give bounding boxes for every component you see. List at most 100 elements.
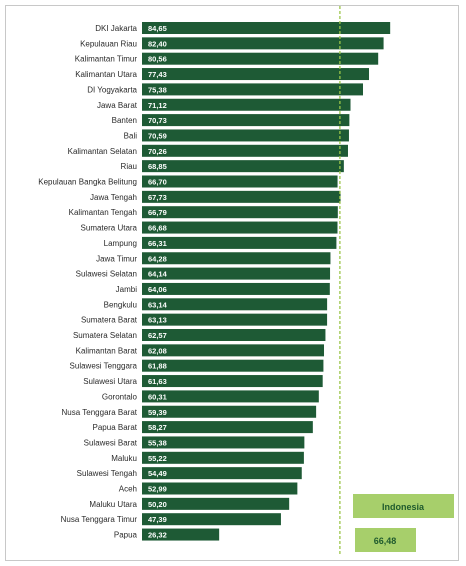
category-label: Kepulauan Riau <box>80 39 137 48</box>
bar-value-label: 61,63 <box>148 377 167 386</box>
bar-value-label: 58,27 <box>148 423 167 432</box>
bar <box>142 206 338 219</box>
bar-value-label: 63,13 <box>148 316 167 325</box>
bar-value-label: 70,59 <box>148 131 167 140</box>
category-label: DI Yogyakarta <box>87 85 137 94</box>
bar-value-label: 47,39 <box>148 515 167 524</box>
category-label: Bengkulu <box>104 300 137 309</box>
bar-value-label: 64,06 <box>148 285 167 294</box>
category-label: Sulawesi Utara <box>83 377 137 386</box>
bar <box>142 482 298 495</box>
bar <box>142 83 364 96</box>
category-label: Lampung <box>104 239 137 248</box>
bar <box>142 37 384 50</box>
category-label: Kepulauan Bangka Belitung <box>38 178 137 187</box>
category-label: Nusa Tenggara Timur <box>61 515 138 524</box>
bar-value-label: 80,56 <box>148 55 167 64</box>
bar-value-label: 67,73 <box>148 193 167 202</box>
category-label: Sumatera Utara <box>81 224 138 233</box>
bar <box>142 421 313 434</box>
bar-value-label: 55,22 <box>148 454 167 463</box>
category-label: Papua Barat <box>93 423 138 432</box>
bar <box>142 98 351 111</box>
bar <box>142 390 319 403</box>
category-label: Jawa Barat <box>97 101 138 110</box>
bar <box>142 528 220 541</box>
bar-value-label: 59,39 <box>148 408 167 417</box>
category-label: Bali <box>124 131 138 140</box>
bar-value-label: 68,85 <box>148 162 167 171</box>
bar-value-label: 55,38 <box>148 438 167 447</box>
category-label: Kalimantan Selatan <box>68 147 137 156</box>
bar-value-label: 64,14 <box>148 270 168 279</box>
bar <box>142 405 317 418</box>
bar-value-label: 26,32 <box>148 531 167 540</box>
bar <box>142 129 349 142</box>
category-label: Riau <box>121 162 137 171</box>
category-label: Jambi <box>116 285 138 294</box>
category-label: DKI Jakarta <box>95 24 137 33</box>
reference-value-badge <box>355 528 416 552</box>
bar-value-label: 71,12 <box>148 101 167 110</box>
bar <box>142 22 391 34</box>
bar <box>142 144 348 157</box>
category-label: Sumatera Barat <box>81 316 138 325</box>
category-label: Kalimantan Utara <box>75 70 137 79</box>
bar <box>142 236 337 249</box>
bar-value-label: 66,31 <box>148 239 167 248</box>
bar <box>142 252 331 265</box>
category-label: Sumatera Selatan <box>73 331 137 340</box>
bar <box>142 451 304 464</box>
category-label: Sulawesi Tengah <box>77 469 137 478</box>
bar <box>142 344 325 357</box>
bar <box>142 313 328 326</box>
bars-layer: DKI Jakarta 84,65 Kepulauan Riau 82,40 Kalim… <box>38 22 391 541</box>
reference-label-badge <box>353 494 454 518</box>
bar <box>142 497 290 510</box>
bar-value-label: 61,88 <box>148 362 167 371</box>
category-label: Sulawesi Barat <box>84 438 138 447</box>
bar-value-label: 77,43 <box>148 70 167 79</box>
bar-value-label: 66,70 <box>148 178 167 187</box>
bar <box>142 68 370 81</box>
bar <box>142 175 338 188</box>
category-label: Jawa Timur <box>96 254 137 263</box>
bar <box>142 190 341 203</box>
bar-value-label: 62,57 <box>148 331 167 340</box>
category-label: Kalimantan Tengah <box>69 208 137 217</box>
category-label: Aceh <box>119 485 137 494</box>
category-label: Sulawesi Selatan <box>76 270 137 279</box>
bar <box>142 329 326 341</box>
category-label: Maluku Utara <box>89 500 137 509</box>
bar-value-label: 82,40 <box>148 39 167 48</box>
category-label: Sulawesi Tenggara <box>70 362 138 371</box>
bar <box>142 436 305 449</box>
category-label: Jawa Tengah <box>90 193 137 202</box>
bar-value-label: 75,38 <box>148 85 167 94</box>
bar <box>142 359 324 372</box>
bar-value-label: 70,73 <box>148 116 167 125</box>
bar <box>142 221 338 234</box>
bar <box>142 114 350 127</box>
bar <box>142 282 330 295</box>
bar <box>142 160 344 173</box>
category-label: Banten <box>112 116 137 125</box>
bar <box>142 52 379 65</box>
bar-value-label: 66,68 <box>148 224 167 233</box>
bar-value-label: 64,28 <box>148 254 167 263</box>
bar-value-label: 66,79 <box>148 208 167 217</box>
bar-value-label: 62,08 <box>148 346 167 355</box>
bar-value-label: 70,26 <box>148 147 167 156</box>
bar <box>142 267 331 280</box>
category-label: Gorontalo <box>102 392 138 401</box>
reference-label: Indonesia <box>382 502 425 512</box>
bar-value-label: 50,20 <box>148 500 167 509</box>
reference-value: 66,48 <box>374 536 397 546</box>
bar-value-label: 84,65 <box>148 24 167 33</box>
bar-value-label: 52,99 <box>148 485 167 494</box>
bar <box>142 298 328 311</box>
reference-layer: Indonesia 66,48 <box>339 6 454 556</box>
bar <box>142 513 281 526</box>
category-label: Kalimantan Timur <box>75 55 138 64</box>
